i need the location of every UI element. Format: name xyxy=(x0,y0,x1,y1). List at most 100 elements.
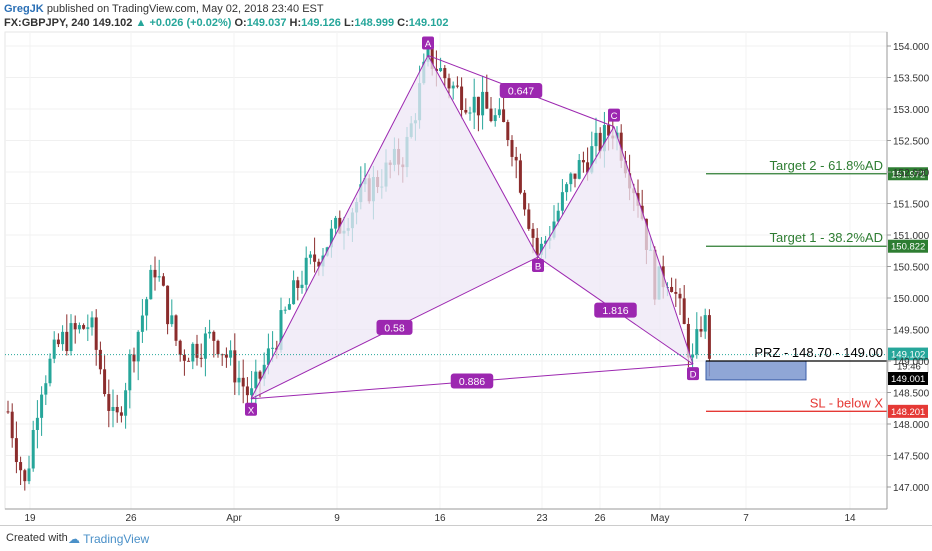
ratio-label: 0.647 xyxy=(508,86,534,98)
candle-body xyxy=(460,86,464,111)
candle-body xyxy=(598,132,602,152)
high-label: H: xyxy=(289,17,302,29)
point-badge xyxy=(422,36,434,50)
point-label: C xyxy=(611,111,618,122)
candle-body xyxy=(23,470,27,482)
candle-body xyxy=(590,146,594,173)
point-label: D xyxy=(690,370,697,381)
candle-body xyxy=(556,210,560,222)
prz-price-tag xyxy=(888,372,928,385)
point-label: B xyxy=(535,262,541,273)
chart-header: GregJK published on TradingView.com, May… xyxy=(0,0,932,32)
candle-body xyxy=(518,160,522,193)
level-price-tag xyxy=(888,404,928,418)
candle-body xyxy=(94,317,98,350)
author-name[interactable]: GregJK xyxy=(4,3,44,15)
y-tick-label: 149.000 xyxy=(893,357,930,368)
candle-body xyxy=(430,43,434,69)
symbol-label: FX:GBPJPY, 240 xyxy=(4,17,90,29)
leg-ab xyxy=(427,55,539,258)
y-tick-label: 150.500 xyxy=(893,263,930,274)
candle-body xyxy=(451,85,455,89)
candle-body xyxy=(212,331,216,341)
candle-body xyxy=(107,394,111,411)
y-tick-label: 151.000 xyxy=(893,231,930,242)
candle-body xyxy=(224,354,228,358)
candle-body xyxy=(489,108,493,122)
candle-body xyxy=(493,115,497,122)
price-chart[interactable]: 0.58 0.647 1.816 0.886 X A B C D Target 2 - 61.8… xyxy=(0,0,932,525)
x-tick-label: 16 xyxy=(434,513,446,524)
y-tick-label: 153.000 xyxy=(893,105,930,116)
candle-body xyxy=(678,293,682,299)
y-tick-label: 147.500 xyxy=(893,452,930,463)
prz-zone-box xyxy=(705,360,807,381)
candle-body xyxy=(136,331,140,362)
ratio-badge xyxy=(376,319,413,335)
x-tick-label: 7 xyxy=(743,513,749,524)
candle-body xyxy=(304,257,308,285)
point-label: X xyxy=(248,405,255,416)
candle-body xyxy=(132,354,136,362)
candle-body xyxy=(157,276,161,278)
candle-body xyxy=(287,304,291,310)
candle-body xyxy=(560,192,564,211)
leg-bc xyxy=(537,126,615,258)
candle-body xyxy=(607,125,611,136)
current-price-tag xyxy=(888,347,928,361)
candle-body xyxy=(468,112,472,114)
x-tick-label: 9 xyxy=(334,513,340,524)
candle-body xyxy=(535,237,539,255)
symbol-info: FX:GBPJPY, 240 149.102 ▲ +0.026 (+0.02%)… xyxy=(4,17,449,29)
ratio-badge xyxy=(499,83,543,99)
candle-body xyxy=(279,310,283,350)
candle-body xyxy=(145,299,149,316)
up-arrow-icon: ▲ xyxy=(135,17,147,29)
level-price-text: 151.972 xyxy=(891,169,925,180)
tradingview-logo[interactable]: ☁ TradingView xyxy=(68,532,149,546)
candle-body xyxy=(195,343,199,358)
candle-body xyxy=(317,261,321,267)
point-badge xyxy=(687,367,699,381)
leg-cd xyxy=(613,126,694,365)
price-levels: Target 2 - 61.8%AD 151.972 Target 1 - 38.2… xyxy=(5,158,929,418)
x-tick-label: 26 xyxy=(594,513,606,524)
candle-body xyxy=(691,354,695,358)
open-value: 149.037 xyxy=(246,17,287,29)
candle-body xyxy=(502,109,506,123)
candle-body xyxy=(166,285,170,325)
candle-body xyxy=(447,78,451,89)
candle-body xyxy=(161,276,165,286)
x-tick-label: May xyxy=(651,513,670,524)
candle-body xyxy=(539,243,543,255)
candle-body xyxy=(77,325,81,330)
prz-price-text: 149.001 xyxy=(891,374,925,385)
candle-body xyxy=(577,160,581,179)
ratio-badge xyxy=(594,302,637,318)
candle-body xyxy=(119,412,123,416)
candle-body xyxy=(573,173,577,179)
candle-body xyxy=(334,217,338,229)
candle-body xyxy=(586,162,590,173)
candle-body xyxy=(271,347,275,349)
candle-body xyxy=(98,349,102,370)
candle-body xyxy=(602,125,606,152)
candle-body xyxy=(686,323,690,358)
y-tick-label: 148.000 xyxy=(893,420,930,431)
candle-body xyxy=(497,109,501,116)
level-label: PRZ - 148.70 - 149.00 xyxy=(754,345,883,360)
y-tick-label: 154.000 xyxy=(893,42,930,53)
candle-body xyxy=(82,325,86,329)
point-badge xyxy=(608,108,620,122)
high-value: 149.126 xyxy=(301,17,341,29)
candle-body xyxy=(266,348,270,365)
level-price-text: 150.822 xyxy=(891,242,925,253)
candle-body xyxy=(229,350,233,358)
x-tick-label: 19 xyxy=(24,513,36,524)
candle-body xyxy=(682,298,686,324)
bcd-fill xyxy=(538,126,693,365)
candle-body xyxy=(35,417,39,430)
candle-body xyxy=(61,331,65,345)
ratio-label: 0.58 xyxy=(384,322,405,334)
candle-body xyxy=(86,327,90,329)
